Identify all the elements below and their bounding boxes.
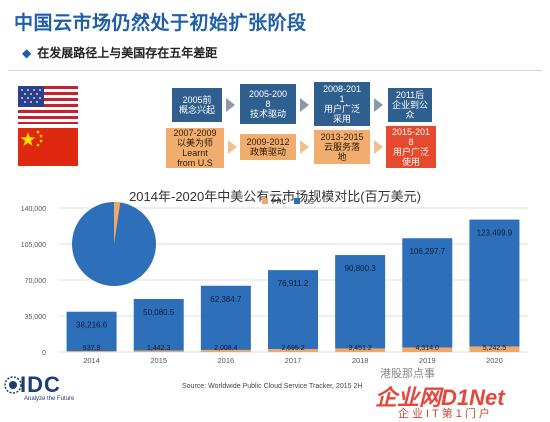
bar-label-us: 38,216.6 bbox=[76, 321, 108, 330]
chart-bars: 38,216.6 937.9 50,080.5 1,442.3 62,384.7 2,00… bbox=[66, 219, 520, 352]
x-tick-label: 2020 bbox=[486, 356, 503, 365]
bar-prc bbox=[402, 347, 453, 352]
cn-stage-1: 2007-2009 以美为师 Learnt from U.S bbox=[166, 128, 224, 168]
bar-label-us: 106,297.7 bbox=[409, 247, 445, 256]
us-stage-2: 2005-200 8 技术驱动 bbox=[240, 84, 296, 124]
bar-us bbox=[402, 238, 453, 348]
us-stage-4: 2011后 企业到公 众 bbox=[388, 88, 432, 122]
x-tick-label: 2018 bbox=[352, 356, 369, 365]
source-note: Source: Worldwide Public Cloud Service T… bbox=[182, 383, 363, 390]
bar-label-prc: 4,314.0 bbox=[416, 345, 439, 352]
idc-tagline: Analyze the Future bbox=[24, 396, 75, 402]
arrow-right-icon bbox=[300, 98, 309, 112]
bar-label-us: 76,911.2 bbox=[278, 279, 309, 288]
bar-us bbox=[335, 255, 386, 349]
cn-stage-2: 2009-2012 政策驱动 bbox=[240, 134, 296, 160]
diamond-bullet-icon: ◆ bbox=[22, 46, 32, 60]
bar-prc bbox=[268, 349, 318, 352]
watermark-brand: 企业网D1Net bbox=[375, 385, 505, 410]
bar-prc bbox=[200, 349, 251, 352]
bar-label-us: 50,080.5 bbox=[143, 308, 175, 317]
bar-label-prc: 1,442.3 bbox=[147, 345, 170, 352]
x-tick-label: 2017 bbox=[285, 356, 302, 365]
bar-label-prc: 2,008.4 bbox=[214, 345, 237, 352]
x-tick-label: 2016 bbox=[218, 356, 235, 365]
idc-logo: IDC bbox=[20, 372, 61, 397]
subtitle-text: 在发展路径上与美国存在五年差距 bbox=[37, 46, 218, 60]
bar-label-us: 90,800.3 bbox=[345, 264, 377, 273]
bar-label-us: 62,384.7 bbox=[210, 295, 242, 304]
pie-inset bbox=[72, 202, 156, 286]
legend-label-us: US bbox=[304, 199, 314, 206]
china-flag-icon bbox=[18, 128, 78, 166]
bar-label-prc: 937.9 bbox=[83, 345, 101, 352]
watermark-slogan: 企业IT第1门户 bbox=[398, 408, 493, 420]
idc-logo-icon bbox=[4, 376, 22, 394]
y-tick-label: 0 bbox=[42, 350, 46, 357]
x-tick-label: 2015 bbox=[150, 356, 167, 365]
bar-us bbox=[268, 270, 318, 350]
bar-chart: PRC US 0 35,000 70,000 105,000 140,000 38,216… bbox=[21, 198, 528, 365]
x-tick-label: 2014 bbox=[83, 356, 100, 365]
bar-us bbox=[133, 299, 184, 351]
x-axis-ticks: 2014 2015 2016 2017 2018 2019 2020 bbox=[83, 356, 503, 365]
watermark-wechat: 港股那点事 bbox=[380, 368, 435, 380]
bar-label-prc: 3,451.2 bbox=[348, 345, 371, 352]
y-tick-label: 70,000 bbox=[25, 278, 47, 285]
bar-prc bbox=[66, 351, 117, 352]
arrow-right-icon bbox=[228, 140, 237, 154]
chart-title: 2014年-2020年中美公有云市场规模对比(百万美元) bbox=[129, 189, 421, 204]
cn-stage-4: 2015-201 8 用户广泛 使用 bbox=[386, 126, 436, 168]
bar-label-prc: 5,242.5 bbox=[483, 345, 506, 352]
us-flag-icon bbox=[18, 86, 78, 124]
legend-swatch-prc bbox=[262, 198, 268, 204]
bar-us bbox=[66, 311, 117, 352]
subtitle: ◆ 在发展路径上与美国存在五年差距 bbox=[22, 44, 217, 61]
bar-prc bbox=[469, 346, 520, 352]
bar-label-prc: 2,695.2 bbox=[281, 345, 304, 352]
divider bbox=[8, 70, 542, 71]
page-title: 中国云市场仍然处于初始扩张阶段 bbox=[14, 13, 307, 34]
arrow-right-icon bbox=[374, 140, 383, 154]
arrow-right-icon bbox=[226, 98, 235, 112]
legend-swatch-us bbox=[294, 198, 300, 204]
legend-label-prc: PRC bbox=[272, 199, 287, 206]
us-stage-1: 2005前 概念兴起 bbox=[172, 88, 222, 122]
arrow-right-icon bbox=[300, 140, 309, 154]
x-tick-label: 2019 bbox=[419, 356, 436, 365]
bar-prc bbox=[133, 350, 184, 352]
y-axis-ticks: 0 35,000 70,000 105,000 140,000 bbox=[21, 206, 46, 357]
cn-stage-3: 2013-2015 云服务落 地 bbox=[314, 130, 370, 164]
bar-us bbox=[469, 219, 520, 347]
us-stage-3: 2008-201 1 用户广泛 采用 bbox=[314, 82, 370, 126]
y-tick-label: 105,000 bbox=[21, 242, 46, 249]
bar-prc bbox=[335, 348, 386, 352]
y-tick-label: 35,000 bbox=[25, 314, 47, 321]
bar-label-us: 123,499.9 bbox=[477, 229, 513, 238]
bar-us bbox=[200, 285, 251, 350]
chart-legend: PRC US bbox=[262, 198, 314, 206]
arrow-right-icon bbox=[374, 98, 383, 112]
y-tick-label: 140,000 bbox=[21, 206, 46, 213]
pie-slice-prc bbox=[114, 202, 121, 244]
